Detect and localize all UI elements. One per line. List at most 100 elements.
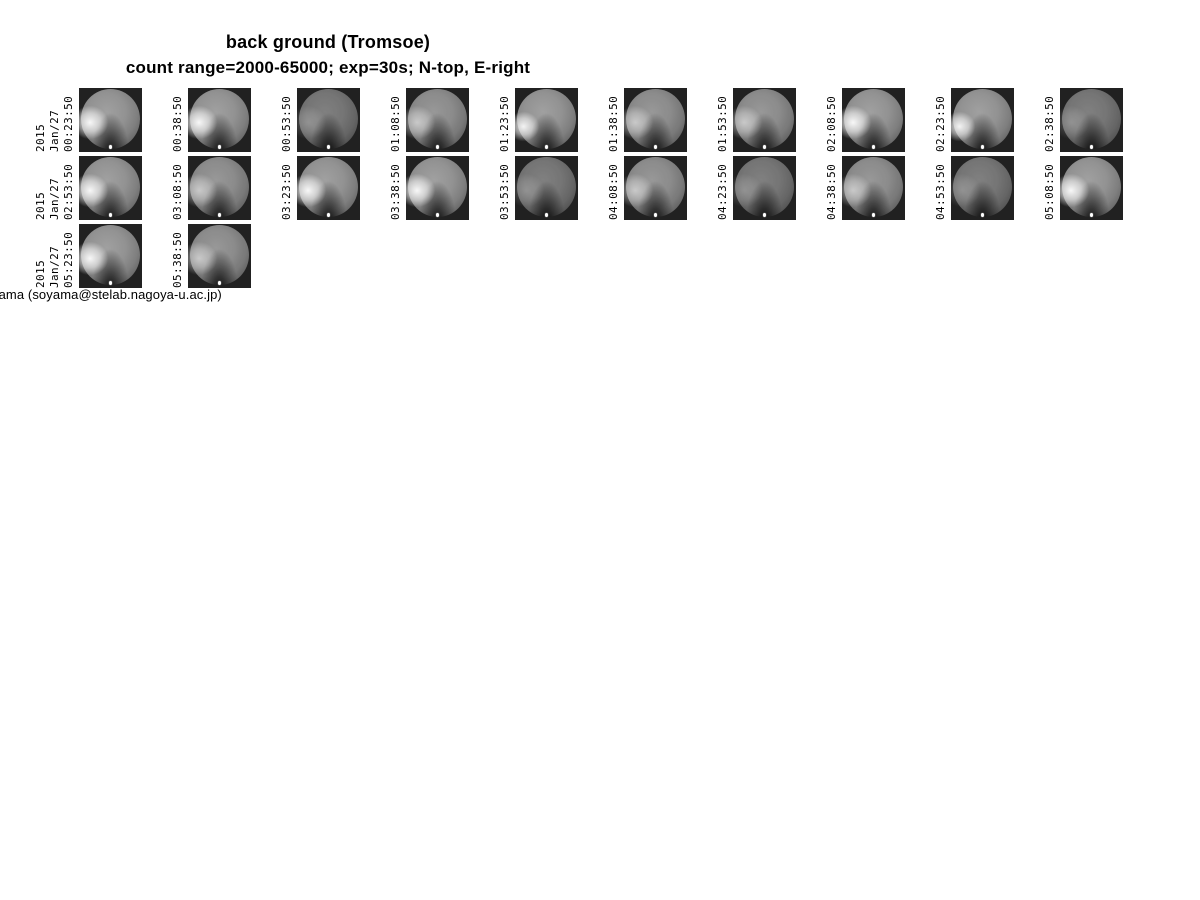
star-dot [217,280,221,285]
montage-cell: 03:53:50 [498,156,578,220]
allsky-thumbnail[interactable] [842,88,905,152]
allsky-thumbnail[interactable] [842,156,905,220]
montage-cell: 01:23:50 [498,88,578,152]
year-label: 2015 [34,123,47,152]
sky-disk [516,157,577,218]
credit-text: yama (soyama@stelab.nagoya-u.ac.jp) [0,287,222,302]
date-label: Jan/27 [48,109,61,152]
allsky-thumbnail[interactable] [406,156,469,220]
allsky-thumbnail[interactable] [79,224,142,288]
star-dot [762,144,766,149]
time-label: 03:53:50 [498,163,511,220]
montage-cell: 04:08:50 [607,156,687,220]
allsky-thumbnail[interactable] [406,88,469,152]
time-label: 03:38:50 [389,163,402,220]
time-label: 00:53:50 [280,95,293,152]
montage-cell: 00:53:50 [280,88,360,152]
star-dot [1089,212,1093,217]
montage-cell: 2015 Jan/27 02:53:50 [34,156,142,220]
montage-cell: 01:38:50 [607,88,687,152]
star-dot [762,212,766,217]
time-label: 04:08:50 [607,163,620,220]
page-header: back ground (Tromsoe) count range=2000-6… [0,30,656,80]
star-dot [653,212,657,217]
star-dot [217,144,221,149]
year-label: 2015 [34,191,47,220]
date-label: Jan/27 [48,245,61,288]
time-label: 01:38:50 [607,95,620,152]
star-dot [108,144,112,149]
montage-cell: 05:08:50 [1043,156,1123,220]
montage-cell: 00:38:50 [171,88,251,152]
sky-disk [298,89,359,150]
star-dot [544,144,548,149]
year-label: 2015 [34,259,47,288]
time-label: 03:08:50 [171,163,184,220]
star-dot [871,212,875,217]
star-dot [108,212,112,217]
sky-disk [1061,89,1122,150]
montage-cell: 01:53:50 [716,88,796,152]
montage-cell: 02:08:50 [825,88,905,152]
time-label: 02:53:50 [62,163,75,220]
montage-cell: 04:38:50 [825,156,905,220]
page-subtitle: count range=2000-65000; exp=30s; N-top, … [125,58,531,77]
montage-cell: 03:08:50 [171,156,251,220]
allsky-thumbnail[interactable] [79,156,142,220]
time-label: 03:23:50 [280,163,293,220]
time-label: 04:53:50 [934,163,947,220]
allsky-thumbnail[interactable] [951,156,1014,220]
time-label: 01:08:50 [389,95,402,152]
star-dot [435,212,439,217]
montage-cell: 2015 Jan/27 05:23:50 [34,224,142,288]
allsky-thumbnail[interactable] [624,88,687,152]
allsky-thumbnail[interactable] [515,88,578,152]
montage-cell: 04:53:50 [934,156,1014,220]
time-label: 04:38:50 [825,163,838,220]
time-label: 02:38:50 [1043,95,1056,152]
sky-disk [952,157,1013,218]
star-dot [326,144,330,149]
time-label: 00:38:50 [171,95,184,152]
allsky-thumbnail[interactable] [188,88,251,152]
star-dot [326,212,330,217]
time-label: 00:23:50 [62,95,75,152]
date-label: Jan/27 [48,177,61,220]
montage-cell: 05:38:50 [171,224,251,288]
montage-cell: 02:38:50 [1043,88,1123,152]
montage-cell: 04:23:50 [716,156,796,220]
allsky-thumbnail[interactable] [515,156,578,220]
allsky-thumbnail[interactable] [733,156,796,220]
allsky-thumbnail[interactable] [188,224,251,288]
time-label: 01:53:50 [716,95,729,152]
montage-cell: 01:08:50 [389,88,469,152]
allsky-thumbnail[interactable] [951,88,1014,152]
allsky-thumbnail[interactable] [188,156,251,220]
montage-cell: 02:23:50 [934,88,1014,152]
time-label: 05:38:50 [171,231,184,288]
star-dot [435,144,439,149]
moonlight-glow [515,111,541,142]
allsky-thumbnail[interactable] [1060,156,1123,220]
time-label: 05:08:50 [1043,163,1056,220]
allsky-thumbnail[interactable] [624,156,687,220]
allsky-thumbnail[interactable] [79,88,142,152]
star-dot [1089,144,1093,149]
star-dot [871,144,875,149]
page-title: back ground (Tromsoe) [225,32,431,52]
allsky-thumbnail[interactable] [297,88,360,152]
allsky-thumbnail[interactable] [1060,88,1123,152]
sky-disk [734,157,795,218]
montage-cell: 03:23:50 [280,156,360,220]
time-label: 04:23:50 [716,163,729,220]
allsky-thumbnail[interactable] [733,88,796,152]
montage-cell: 2015 Jan/27 00:23:50 [34,88,142,152]
montage-cell: 03:38:50 [389,156,469,220]
star-dot [653,144,657,149]
time-label: 05:23:50 [62,231,75,288]
star-dot [980,212,984,217]
star-dot [980,144,984,149]
allsky-thumbnail[interactable] [297,156,360,220]
moonlight-glow [951,111,977,142]
